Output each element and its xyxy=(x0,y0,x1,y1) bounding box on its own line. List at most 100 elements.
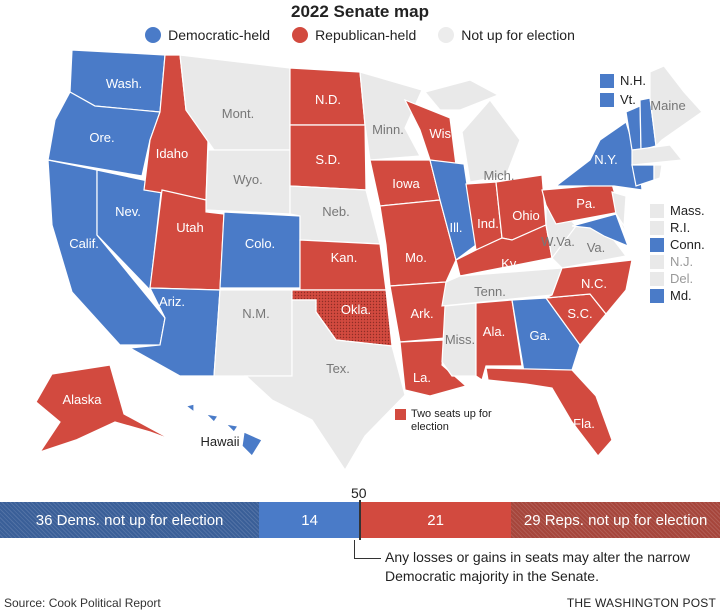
legend-label: Not up for election xyxy=(461,27,575,43)
us-map: Wash. Ore. Calif. Nev. Idaho Mont. Wyo. … xyxy=(35,49,703,472)
ma-swatch-icon xyxy=(650,203,664,218)
label-wa: Wash. xyxy=(106,76,142,91)
label-nc: N.C. xyxy=(581,276,607,291)
label-ks: Kan. xyxy=(331,250,358,265)
ct-swatch-icon xyxy=(650,237,664,252)
label-fl: Fla. xyxy=(573,416,595,431)
label-tn: Tenn. xyxy=(474,284,506,299)
label-mt: Mont. xyxy=(222,106,255,121)
label-va: Va. xyxy=(587,240,606,255)
label-al: Ala. xyxy=(483,324,505,339)
callout-de: Del. xyxy=(650,271,693,286)
label-nd: N.D. xyxy=(315,92,341,107)
label-ny: N.Y. xyxy=(594,152,618,167)
state-nm xyxy=(213,289,293,377)
arrow-icon xyxy=(354,540,381,559)
nj-swatch-icon xyxy=(650,254,664,269)
state-ma xyxy=(631,144,684,166)
callout-label: Mass. xyxy=(670,203,705,218)
legend-label: Democratic-held xyxy=(168,27,271,43)
state-tx xyxy=(244,299,406,472)
vt-swatch-icon xyxy=(600,92,614,107)
label-tx: Tex. xyxy=(326,361,350,376)
label-ut: Utah xyxy=(176,220,203,235)
state-de xyxy=(615,213,629,239)
label-co: Colo. xyxy=(245,236,275,251)
callout-label: Del. xyxy=(670,271,694,286)
two-seats-text: Two seats up for election xyxy=(411,408,492,433)
label-sc: S.C. xyxy=(567,306,592,321)
legend: Democratic-held Republican-held Not up f… xyxy=(0,27,720,43)
state-nc xyxy=(545,259,633,315)
label-hi: Hawaii xyxy=(200,434,239,449)
label-me: Maine xyxy=(650,98,685,113)
label-nm: N.M. xyxy=(242,306,269,321)
state-md xyxy=(571,213,630,248)
label-wi: Wis. xyxy=(429,126,454,141)
ri-swatch-icon xyxy=(650,220,664,235)
callout-label: Conn. xyxy=(670,237,705,252)
callout-nh: N.H. xyxy=(600,73,646,88)
legend-dem: Democratic-held xyxy=(145,27,270,43)
label-ne: Neb. xyxy=(322,204,349,219)
state-il xyxy=(429,159,477,262)
rep-swatch-icon xyxy=(292,27,309,43)
callout-ct: Conn. xyxy=(650,237,705,252)
seat-bar-rep-up: 21 xyxy=(360,502,512,538)
label-wv: W.Va. xyxy=(541,234,575,249)
label-az: Ariz. xyxy=(159,294,185,309)
none-swatch-icon xyxy=(438,27,455,43)
callout-label: N.J. xyxy=(670,254,694,269)
label-wy: Wyo. xyxy=(233,172,263,187)
brand-logo: THE WASHINGTON POST xyxy=(566,596,716,610)
label-oh: Ohio xyxy=(512,208,539,223)
majority-label: 50 xyxy=(351,485,367,501)
callout-nj: N.J. xyxy=(650,254,693,269)
label-la: La. xyxy=(413,370,431,385)
callout-vt: Vt. xyxy=(600,92,636,107)
seat-bar-rep-not-up: 29 Reps. not up for election xyxy=(511,502,720,538)
label-ia: Iowa xyxy=(392,176,420,191)
legend-label: Republican-held xyxy=(315,27,417,43)
state-mn xyxy=(359,71,423,161)
dem-swatch-icon xyxy=(145,27,162,43)
map-title: 2022 Senate map xyxy=(291,2,429,21)
label-ky: Ky. xyxy=(501,256,519,271)
callout-label: N.H. xyxy=(620,73,646,88)
label-sd: S.D. xyxy=(315,152,340,167)
two-seats-swatch-icon xyxy=(395,409,406,420)
state-ks xyxy=(299,239,387,291)
state-ak xyxy=(35,364,173,454)
state-ct xyxy=(631,164,655,187)
callout-ma: Mass. xyxy=(650,203,705,218)
label-ok: Okla. xyxy=(341,302,371,317)
state-ga xyxy=(511,297,581,373)
label-ar: Ark. xyxy=(410,306,433,321)
seat-bar-note: Any losses or gains in seats may alter t… xyxy=(385,549,691,584)
state-ky xyxy=(455,224,553,277)
label-ms: Miss. xyxy=(445,332,475,347)
label-ak: Alaska xyxy=(62,392,102,407)
state-nv xyxy=(96,169,163,292)
seat-bar-dem-up: 14 xyxy=(259,502,360,538)
label-ca: Calif. xyxy=(69,236,99,251)
label-pa: Pa. xyxy=(576,196,596,211)
state-me xyxy=(649,65,703,148)
state-mi xyxy=(461,99,521,183)
label-id: Idaho xyxy=(156,146,189,161)
label-mi: Mich. xyxy=(483,168,514,183)
label-nv: Nev. xyxy=(115,204,141,219)
seat-bar-dem-not-up: 36 Dems. not up for election xyxy=(0,502,260,538)
callout-label: Vt. xyxy=(620,92,636,107)
label-mo: Mo. xyxy=(405,250,427,265)
state-mi-upper xyxy=(423,79,500,111)
label-ga: Ga. xyxy=(530,328,551,343)
label-il: Ill. xyxy=(450,220,463,235)
label-mn: Minn. xyxy=(372,122,404,137)
majority-line xyxy=(359,500,361,540)
state-ri xyxy=(653,164,663,181)
callout-md: Md. xyxy=(650,288,692,303)
legend-none: Not up for election xyxy=(438,27,575,43)
source: Source: Cook Political Report xyxy=(4,596,161,610)
